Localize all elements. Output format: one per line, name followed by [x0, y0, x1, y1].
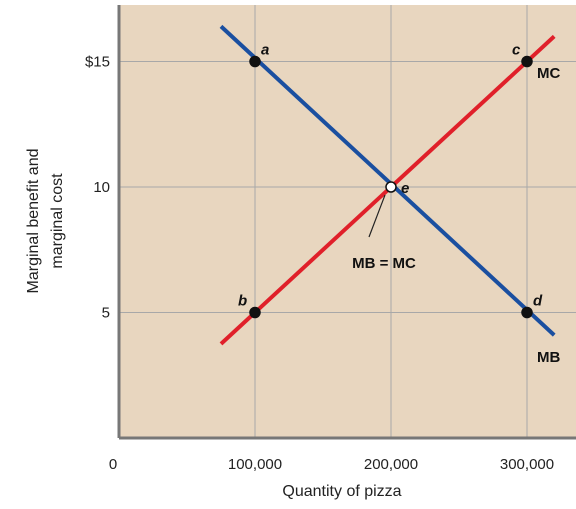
- x-tick-label: 100,000: [228, 456, 282, 473]
- y-tick-label: $15: [85, 54, 110, 71]
- point-label-c: c: [512, 42, 521, 59]
- tick-labels: 0 100,000 200,000 300,000 5 10 $15: [85, 54, 554, 474]
- annotation-leader-line: [368, 194, 386, 238]
- x-tick-label: 200,000: [364, 456, 418, 473]
- point-label-a: a: [261, 42, 269, 59]
- curve-label-mb: MB: [537, 349, 560, 366]
- y-axis-label-line-2: marginal cost: [49, 173, 66, 269]
- plot-background: [119, 5, 576, 438]
- y-tick-label: 10: [93, 179, 110, 196]
- grid: [119, 5, 576, 438]
- point-c: [521, 55, 533, 68]
- x-tick-label: 300,000: [500, 456, 554, 473]
- annotation-group: MB = MC: [352, 194, 416, 272]
- curve-label-mc: MC: [537, 65, 560, 82]
- point-d: [521, 306, 533, 319]
- data-points: a b c d e: [238, 42, 543, 319]
- x-tick-label: 0: [109, 456, 117, 473]
- y-tick-label: 5: [102, 305, 110, 322]
- point-label-e: e: [401, 180, 409, 197]
- x-axis-label: Quantity of pizza: [282, 483, 401, 500]
- point-label-b: b: [238, 293, 247, 310]
- y-axis-label-line-1: Marginal benefit and: [25, 149, 42, 294]
- curve-labels: MB MC: [537, 65, 560, 366]
- y-axis-label: Marginal benefit and marginal cost: [25, 149, 66, 294]
- point-e: [385, 181, 397, 193]
- series-line-mb: [219, 24, 556, 337]
- point-b: [249, 306, 261, 319]
- point-label-d: d: [533, 293, 543, 310]
- point-a: [249, 55, 261, 68]
- annotation-label: MB = MC: [352, 255, 416, 272]
